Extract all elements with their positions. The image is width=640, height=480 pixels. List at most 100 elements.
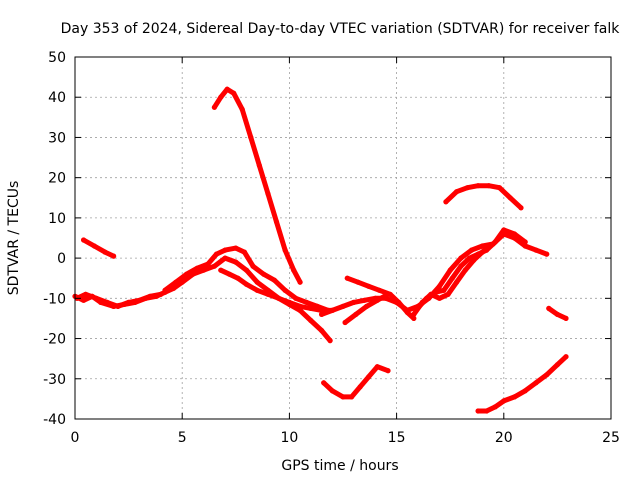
data-point <box>239 106 245 112</box>
data-point <box>271 277 277 283</box>
series-track-d <box>211 86 303 285</box>
data-point <box>376 287 382 293</box>
data-point <box>89 293 95 299</box>
y-tick-label: -20 <box>43 332 66 348</box>
data-point <box>554 362 561 368</box>
x-tick-label: 20 <box>495 430 513 446</box>
data-point <box>340 303 346 309</box>
y-tick-label: -40 <box>43 412 66 428</box>
data-point <box>366 283 372 289</box>
data-point <box>522 388 528 394</box>
y-tick-label: -10 <box>43 291 66 307</box>
data-point <box>265 291 271 297</box>
data-point <box>492 404 498 410</box>
data-point <box>213 251 220 257</box>
data-point <box>501 398 507 404</box>
x-tick-label: 25 <box>602 430 620 446</box>
data-point <box>554 311 561 317</box>
series-track-o <box>475 354 569 414</box>
data-point <box>563 354 569 360</box>
data-point <box>293 295 299 301</box>
data-point <box>194 265 200 271</box>
data-point <box>241 249 247 255</box>
data-point <box>496 185 503 191</box>
data-point <box>81 297 87 303</box>
y-tick-label: -30 <box>43 372 66 388</box>
data-point <box>111 253 117 259</box>
data-point <box>349 394 355 400</box>
data-point <box>222 255 228 261</box>
data-point <box>254 279 260 285</box>
data-point <box>432 289 438 295</box>
data-point <box>327 338 333 344</box>
data-point <box>226 271 232 277</box>
data-point <box>507 195 513 201</box>
data-point <box>475 251 481 257</box>
data-point <box>458 263 464 269</box>
data-point <box>291 267 297 273</box>
data-point <box>454 279 460 285</box>
series-track-e <box>81 237 117 259</box>
data-point <box>308 317 314 324</box>
data-point <box>464 185 470 191</box>
y-tick-label: 0 <box>57 251 66 267</box>
data-point <box>222 247 228 253</box>
data-point <box>413 307 419 313</box>
data-point <box>355 279 361 285</box>
data-point <box>224 86 230 92</box>
data-point <box>273 219 280 225</box>
data-point <box>102 249 108 255</box>
data-point <box>282 247 288 253</box>
data-point <box>282 287 288 293</box>
data-point <box>297 307 303 313</box>
data-point <box>233 259 239 265</box>
axis-ticks: 0 5 10 15 20 25 -40 -30 -20 -10 0 10 20 30 40 50 <box>43 50 620 446</box>
data-point <box>314 303 320 309</box>
data-point <box>211 104 217 110</box>
data-point <box>243 267 250 273</box>
data-point <box>329 307 335 313</box>
y-tick-label: 30 <box>48 130 66 146</box>
data-point <box>385 291 391 297</box>
data-point <box>121 301 127 307</box>
x-tick-label: 15 <box>388 430 406 446</box>
data-series <box>72 86 569 414</box>
data-point <box>533 380 539 386</box>
y-tick-label: 20 <box>48 171 66 187</box>
data-point <box>492 239 498 245</box>
data-point <box>544 372 550 378</box>
data-point <box>361 297 367 303</box>
data-point <box>111 303 117 309</box>
data-point <box>546 305 552 311</box>
x-axis-label: GPS time / hours <box>281 458 398 474</box>
data-point <box>81 237 87 243</box>
data-point <box>447 267 453 273</box>
data-point <box>511 394 518 400</box>
y-axis-label: SDTVAR / TECUs <box>6 181 22 296</box>
data-point <box>436 283 443 289</box>
data-point <box>211 263 217 269</box>
data-point <box>98 299 104 305</box>
y-tick-label: 40 <box>48 90 66 106</box>
data-point <box>374 364 380 370</box>
data-point <box>454 189 460 195</box>
data-point <box>321 380 327 386</box>
data-point <box>248 134 254 140</box>
data-point <box>243 281 250 287</box>
data-point <box>411 311 417 317</box>
data-point <box>404 309 410 315</box>
data-point <box>353 311 359 317</box>
data-point <box>132 299 138 305</box>
data-point <box>319 311 325 317</box>
x-tick-label: 0 <box>71 430 80 446</box>
data-point <box>479 243 485 249</box>
data-point <box>286 301 292 307</box>
data-point <box>351 299 357 305</box>
data-point <box>254 287 260 293</box>
data-point <box>205 261 211 267</box>
data-point <box>319 327 325 334</box>
data-point <box>297 279 303 285</box>
data-point <box>518 205 524 211</box>
data-point <box>424 295 430 301</box>
data-point <box>342 319 348 326</box>
